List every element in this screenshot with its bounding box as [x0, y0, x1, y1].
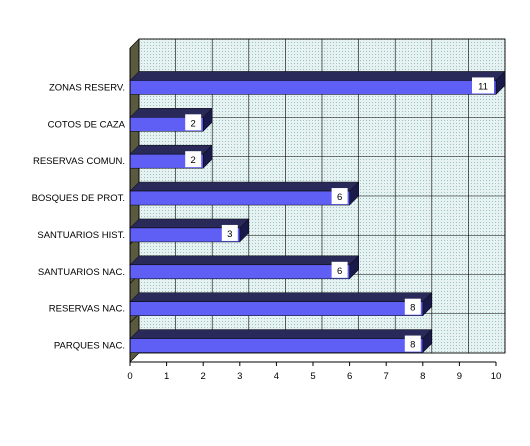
x-tick-label: 2 [201, 371, 206, 382]
x-tick-label: 10 [491, 371, 502, 382]
data-label: 2 [191, 155, 196, 166]
data-label: 2 [191, 118, 196, 129]
data-label-box [331, 261, 348, 278]
category-label: COTOS DE CAZA [48, 119, 126, 130]
category-label: ZONAS RESERV. [49, 82, 125, 93]
bar-top-face [129, 292, 433, 302]
category-label: SANTUARIOS HIST. [37, 230, 125, 241]
x-tick-label: 0 [127, 371, 132, 382]
bar-top-face [129, 71, 506, 81]
data-label-box [185, 114, 202, 131]
gridline-side [129, 352, 140, 363]
bar [129, 190, 350, 206]
category-label: SANTUARIOS NAC. [38, 267, 125, 278]
data-label: 6 [337, 266, 342, 277]
bars-layer [129, 70, 506, 354]
bar [129, 264, 350, 280]
bar-top-face [129, 181, 360, 192]
labels-layer: ZONAS RESERV. 11 COTOS DE CAZA 2 RESERVAS CO… [32, 77, 494, 352]
x-tick-label: 7 [384, 371, 389, 382]
data-label: 3 [227, 229, 232, 240]
data-label-box [404, 298, 421, 315]
gridline-side [129, 38, 140, 49]
bar [129, 338, 424, 353]
data-label-box [331, 188, 348, 205]
data-label: 8 [410, 303, 415, 314]
bar [129, 301, 424, 316]
category-label: RESERVAS NAC. [49, 304, 125, 315]
category-label: PARQUES NAC. [54, 341, 125, 352]
category-label: BOSQUES DE PROT. [32, 193, 125, 204]
data-label-box [404, 335, 421, 352]
category-label: RESERVAS COMUN. [33, 156, 125, 167]
data-label-box [472, 77, 494, 94]
bar-top-face [129, 329, 433, 339]
data-label-box [185, 151, 202, 168]
data-label: 6 [337, 192, 342, 203]
axis-layer: 0 1 2 3 4 5 6 7 8 9 10 [127, 48, 501, 382]
x-tick-label: 3 [237, 371, 242, 382]
data-label: 11 [478, 81, 488, 92]
x-tick-label: 5 [310, 371, 315, 382]
x-tick-label: 9 [457, 371, 462, 382]
x-tick-label: 4 [274, 371, 279, 382]
data-label: 8 [410, 340, 415, 351]
bar-top-face [129, 255, 360, 266]
x-tick-label: 8 [420, 371, 425, 382]
x-tick-label: 6 [347, 371, 352, 382]
x-tick-label: 1 [164, 371, 169, 382]
bar [129, 80, 497, 95]
data-label-box [221, 224, 238, 241]
